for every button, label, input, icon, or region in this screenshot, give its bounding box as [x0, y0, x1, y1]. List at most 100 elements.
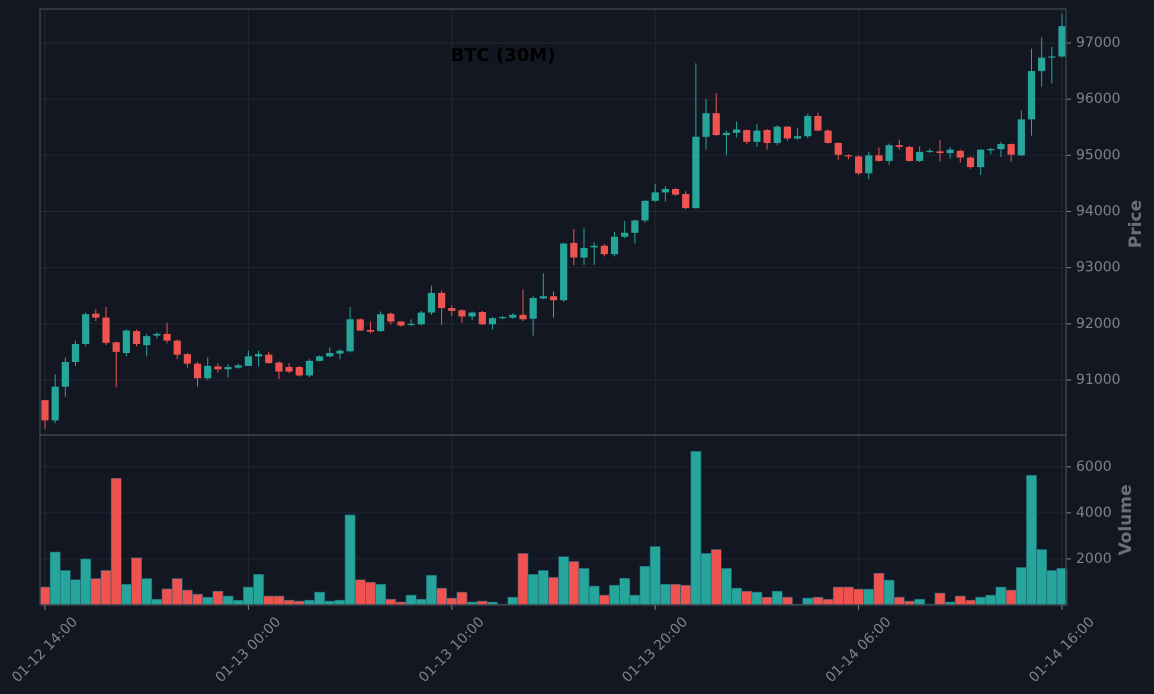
- volume-bar: [873, 572, 885, 606]
- volume-bar: [385, 598, 397, 606]
- candle-body: [204, 365, 212, 379]
- candle-body: [682, 194, 690, 209]
- candle-body: [885, 145, 893, 161]
- volume-bar: [812, 596, 824, 606]
- candle-body: [1017, 119, 1025, 156]
- candle-body: [427, 292, 436, 313]
- candle-body: [1027, 71, 1036, 120]
- candle-body: [193, 363, 202, 379]
- candle-body: [377, 314, 385, 332]
- candle-body: [702, 113, 710, 137]
- volume-bar: [253, 574, 264, 606]
- y-tick-label: 97000: [1076, 35, 1121, 51]
- volume-bar: [243, 586, 254, 606]
- candle-body: [773, 126, 781, 143]
- candle-body: [671, 189, 680, 195]
- candle-body: [997, 144, 1005, 150]
- volume-bar: [212, 590, 224, 606]
- candle-body: [793, 136, 802, 139]
- candle-body: [580, 247, 588, 258]
- volume-bar: [70, 579, 81, 606]
- candle-body: [560, 243, 568, 301]
- candle-body: [82, 314, 90, 345]
- candle-body: [112, 342, 120, 352]
- volume-bar: [80, 558, 92, 606]
- chart-title: BTC (30M): [451, 45, 556, 66]
- candle-body: [61, 361, 69, 387]
- volume-bar: [263, 595, 275, 606]
- candle-body: [905, 146, 914, 161]
- candle-body: [743, 130, 751, 142]
- volume-bar: [721, 568, 732, 606]
- candle-body: [509, 314, 517, 318]
- volume-bar: [517, 553, 529, 606]
- volume-bar: [985, 594, 997, 606]
- volume-bar: [843, 586, 854, 606]
- volume-bar: [446, 597, 458, 606]
- volume-bar: [741, 590, 753, 606]
- volume-bar: [375, 583, 386, 606]
- candle-body: [305, 360, 314, 376]
- candle-body: [417, 312, 425, 325]
- candle-body: [1038, 57, 1046, 72]
- volume-bar: [100, 570, 112, 606]
- candle-body: [499, 317, 507, 319]
- candle-body: [814, 115, 822, 131]
- volume-frame: [39, 434, 1067, 606]
- candle-body: [936, 151, 944, 154]
- volume-bar: [202, 596, 214, 606]
- candle-body: [234, 365, 242, 368]
- candle-body: [254, 354, 263, 357]
- volume-bar: [192, 593, 203, 606]
- candle-body: [438, 292, 446, 309]
- candle-body: [122, 330, 130, 354]
- candle-body: [448, 308, 456, 311]
- volume-bar: [273, 595, 285, 606]
- candle-body: [732, 129, 741, 133]
- candle-body: [783, 126, 792, 139]
- volume-bar: [131, 557, 142, 606]
- candle-body: [712, 113, 720, 136]
- candle-body: [966, 157, 975, 168]
- volume-bar: [436, 587, 448, 606]
- candle-body: [265, 354, 273, 364]
- volume-bar: [731, 587, 742, 606]
- candle-body: [631, 220, 639, 233]
- volume-bar: [832, 586, 844, 606]
- volume-bar: [426, 574, 437, 606]
- volume-bar: [222, 595, 234, 606]
- volume-bar: [537, 570, 549, 606]
- candle-body: [763, 130, 771, 143]
- volume-bar: [1046, 570, 1058, 606]
- volume-bar: [548, 577, 559, 606]
- y-tick-label: 92000: [1076, 316, 1121, 332]
- candle-body: [1007, 144, 1015, 155]
- candle-body: [92, 313, 100, 318]
- candle-body: [173, 340, 181, 355]
- volume-bar: [59, 570, 71, 606]
- volume-bar: [761, 596, 773, 606]
- volume-bar: [700, 553, 712, 606]
- candle-body: [51, 386, 59, 421]
- candle-body: [926, 150, 934, 152]
- candle-body: [102, 317, 110, 343]
- y-axis-label: Price: [1126, 200, 1146, 248]
- candle-body: [183, 354, 191, 364]
- volume-bar: [609, 584, 620, 606]
- candle-body: [621, 232, 629, 237]
- volume-bar: [405, 594, 417, 606]
- y-tick-label: 95000: [1076, 147, 1121, 163]
- volume-bar: [90, 578, 102, 606]
- volume-bar: [578, 568, 590, 606]
- volume-bar: [893, 596, 905, 606]
- volume-bar: [110, 478, 122, 606]
- candle-body: [336, 350, 344, 354]
- candle-body: [132, 331, 141, 345]
- volume-bar: [1036, 549, 1048, 606]
- candle-body: [315, 356, 324, 361]
- candle-body: [366, 329, 375, 332]
- candle-body: [865, 155, 873, 174]
- candle-body: [153, 333, 161, 336]
- volume-bar: [151, 598, 163, 606]
- candle-body: [397, 321, 405, 326]
